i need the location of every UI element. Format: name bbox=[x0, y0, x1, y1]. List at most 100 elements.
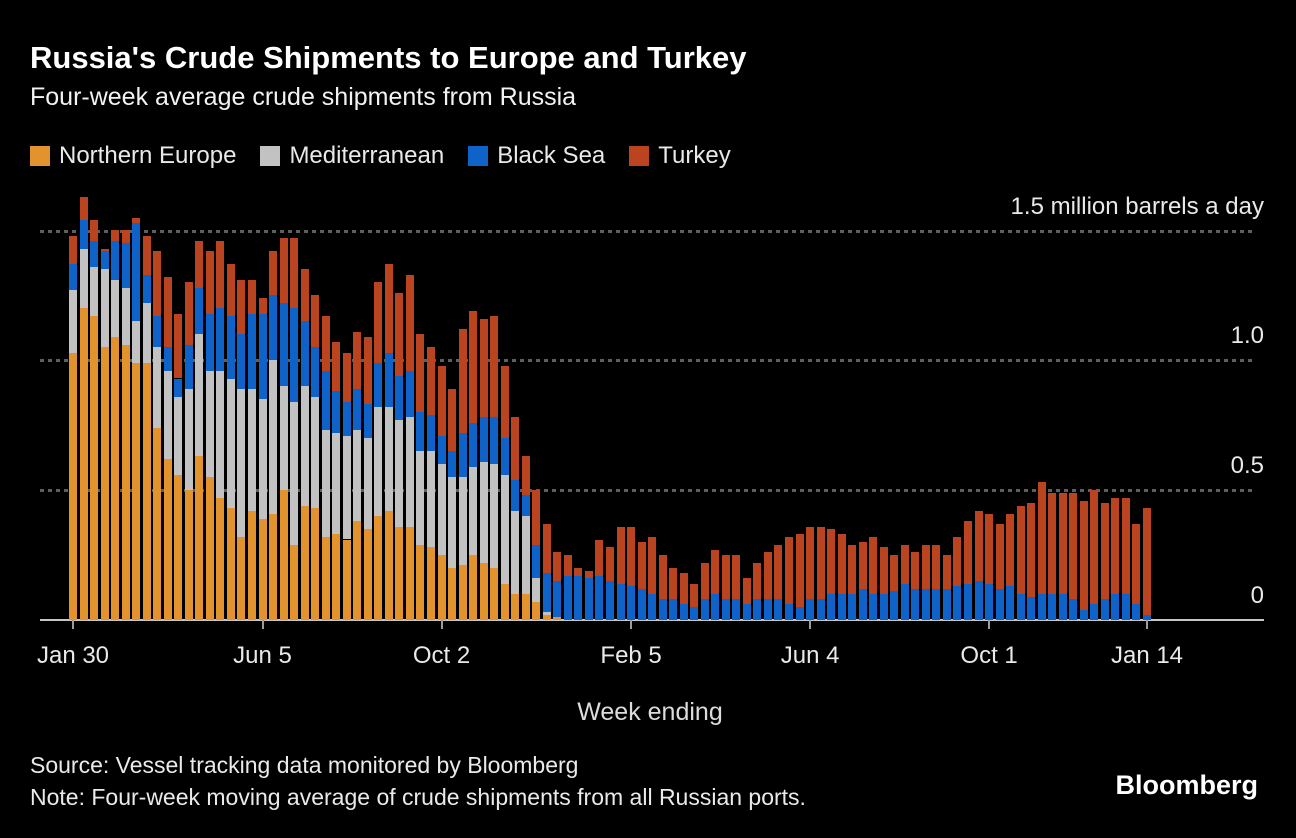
bar-segment bbox=[342, 352, 351, 402]
bar-segment bbox=[300, 386, 309, 506]
bar-segment bbox=[1079, 500, 1088, 610]
bar-segment bbox=[153, 251, 162, 317]
bar-segment bbox=[384, 264, 393, 353]
bar-segment bbox=[648, 594, 657, 620]
bar-segment bbox=[405, 526, 414, 620]
bar-segment bbox=[1100, 503, 1109, 600]
bar-segment bbox=[469, 555, 478, 620]
bar-segment bbox=[690, 607, 699, 620]
bar-segment bbox=[384, 510, 393, 620]
bar-segment bbox=[226, 508, 235, 620]
bar-segment bbox=[1111, 497, 1120, 595]
bar-segment bbox=[332, 342, 341, 392]
bar-segment bbox=[416, 334, 425, 413]
bar-segment bbox=[995, 588, 1004, 620]
bar-segment bbox=[226, 316, 235, 379]
bar-segment bbox=[553, 581, 562, 618]
bar-segment bbox=[921, 544, 930, 589]
bar-segment bbox=[353, 331, 362, 389]
bar-segment bbox=[279, 238, 288, 304]
bar-segment bbox=[742, 578, 751, 605]
bar-segment bbox=[427, 451, 435, 548]
bar-segment bbox=[69, 352, 77, 620]
bar-segment bbox=[311, 295, 320, 348]
bar-segment bbox=[458, 433, 467, 478]
bar-segment bbox=[500, 438, 509, 475]
legend-item-black-sea: Black Sea bbox=[468, 142, 605, 170]
bar-segment bbox=[342, 435, 351, 540]
bar-segment bbox=[100, 269, 109, 348]
bar-segment bbox=[627, 526, 636, 587]
bar-segment bbox=[174, 396, 183, 475]
bar-segment bbox=[300, 269, 309, 322]
bar-segment bbox=[1006, 586, 1015, 620]
x-axis-title: Week ending bbox=[577, 698, 723, 726]
bar-segment bbox=[1006, 513, 1015, 587]
bar-segment bbox=[858, 588, 867, 620]
bar-segment bbox=[479, 417, 488, 462]
bar-segment bbox=[290, 401, 299, 545]
bar-segment bbox=[269, 513, 278, 620]
bar-segment bbox=[532, 578, 541, 602]
methodology-note: Note: Four-week moving average of crude … bbox=[30, 784, 806, 810]
bar-segment bbox=[511, 479, 520, 511]
page-title: Russia's Crude Shipments to Europe and T… bbox=[30, 40, 747, 75]
bar-segment bbox=[248, 388, 256, 511]
bar-segment bbox=[827, 594, 836, 620]
bar-segment bbox=[616, 526, 625, 584]
bar-segment bbox=[427, 347, 435, 415]
bar-segment bbox=[405, 417, 414, 527]
bar-segment bbox=[427, 414, 435, 452]
bar-segment bbox=[511, 510, 520, 595]
bar-segment bbox=[869, 536, 878, 595]
bar-segment bbox=[1048, 594, 1057, 620]
bar-segment bbox=[290, 544, 299, 620]
bar-segment bbox=[1048, 492, 1057, 595]
bar-segment bbox=[216, 497, 225, 620]
bar-segment bbox=[542, 523, 551, 574]
bar-segment bbox=[205, 477, 214, 620]
bar-segment bbox=[405, 370, 414, 418]
bar-segment bbox=[732, 599, 741, 620]
bar-segment bbox=[627, 586, 636, 620]
bar-segment bbox=[1016, 505, 1025, 595]
y-tick-label: 1.5 million barrels a day bbox=[1010, 192, 1264, 220]
bar-segment bbox=[1090, 604, 1099, 620]
bar-segment bbox=[205, 251, 214, 314]
bar-segment bbox=[121, 230, 130, 244]
bar-segment bbox=[995, 523, 1004, 589]
bar-segment bbox=[490, 568, 499, 620]
bar-segment bbox=[532, 601, 541, 620]
bar-segment bbox=[911, 588, 920, 620]
bar-segment bbox=[332, 534, 341, 620]
x-axis-tick bbox=[1146, 620, 1148, 629]
bar-segment bbox=[490, 417, 499, 465]
bar-segment bbox=[90, 316, 99, 620]
bar-segment bbox=[900, 583, 909, 620]
bar-segment bbox=[1069, 599, 1078, 620]
bar-segment bbox=[195, 287, 204, 335]
bar-segment bbox=[163, 277, 172, 348]
bar-segment bbox=[606, 581, 614, 620]
bar-segment bbox=[511, 594, 520, 620]
bar-segment bbox=[405, 274, 414, 371]
bar-segment bbox=[248, 313, 256, 389]
bar-segment bbox=[469, 310, 478, 423]
bar-segment bbox=[942, 555, 951, 589]
bar-segment bbox=[1090, 490, 1099, 605]
bar-segment bbox=[690, 583, 699, 607]
bar-segment bbox=[942, 588, 951, 620]
x-tick-label: Feb 5 bbox=[600, 642, 662, 669]
bar-segment bbox=[448, 388, 457, 452]
bar-segment bbox=[1143, 614, 1151, 620]
bar-segment bbox=[785, 604, 793, 620]
bar-segment bbox=[753, 562, 762, 600]
x-tick-label: Jun 4 bbox=[780, 642, 840, 669]
bar-segment bbox=[195, 334, 204, 457]
bar-segment bbox=[395, 292, 404, 376]
bar-segment bbox=[669, 599, 678, 620]
bar-segment bbox=[521, 594, 530, 620]
bar-segment bbox=[563, 575, 572, 620]
bar-segment bbox=[258, 313, 267, 400]
x-axis-tick bbox=[988, 620, 991, 629]
